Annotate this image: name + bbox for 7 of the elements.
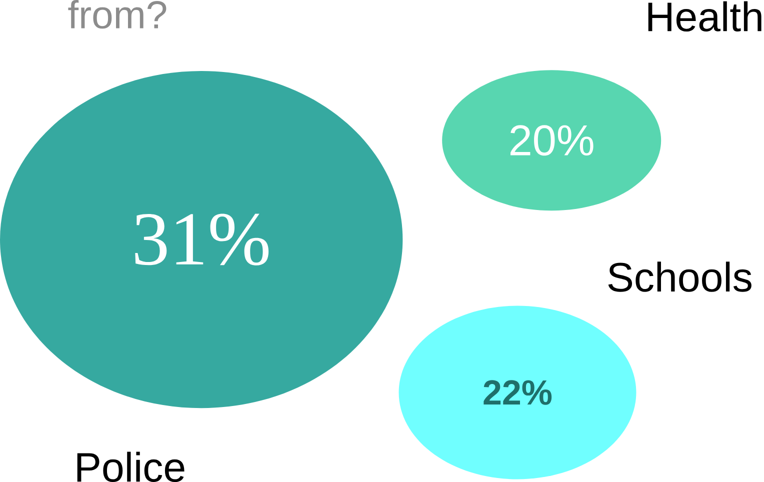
data-label: 20% bbox=[510, 125, 594, 156]
data-label: 22% bbox=[484, 380, 552, 405]
data-label: 31% bbox=[135, 214, 269, 266]
category-label: Schools bbox=[608, 262, 752, 292]
category-label: Police bbox=[77, 452, 184, 482]
text: from? bbox=[68, 0, 166, 29]
category-label: Health bbox=[648, 1, 762, 32]
